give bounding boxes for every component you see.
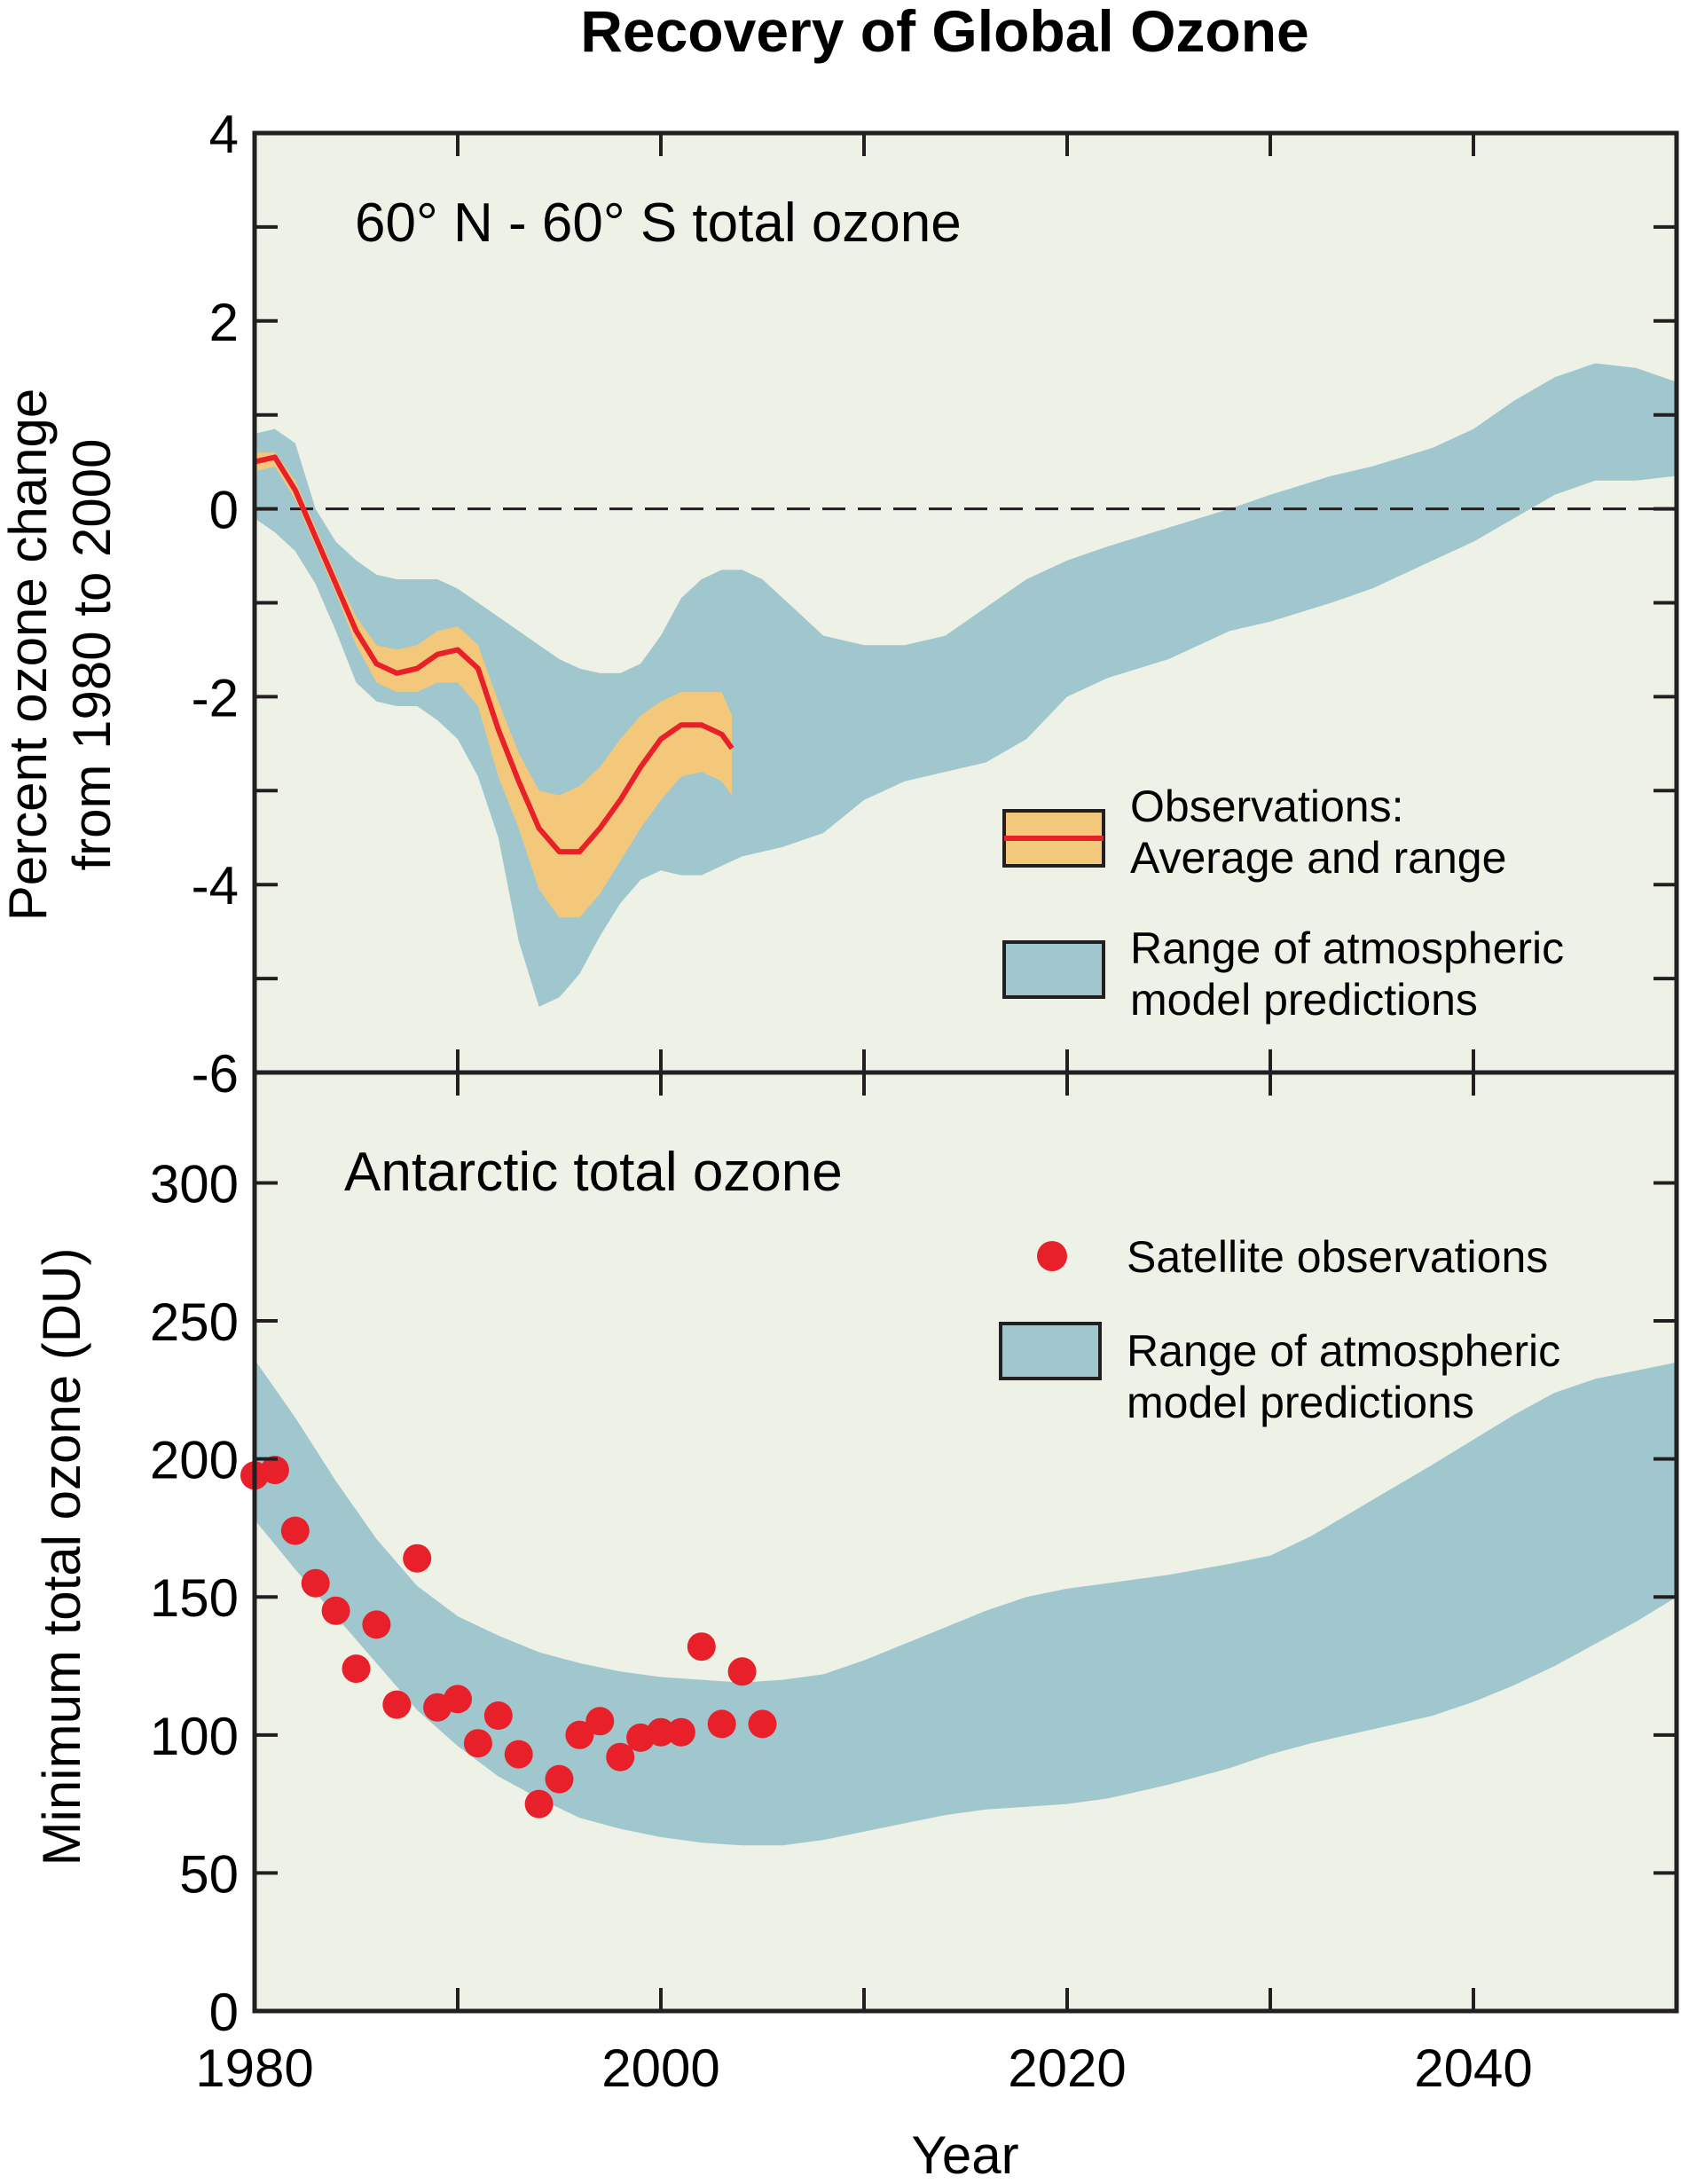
satellite-point (687, 1632, 716, 1662)
x-tick-label: 2040 (1414, 2039, 1532, 2098)
top-panel-plot (254, 363, 1677, 1007)
bottom-y-tick-label: 100 (150, 1707, 239, 1766)
bottom-panel-plot (240, 1359, 1677, 1846)
satellite-point (707, 1709, 736, 1739)
satellite-point (524, 1789, 554, 1819)
satellite-point (301, 1568, 330, 1598)
satellite-point (463, 1729, 492, 1758)
legend-swatch-observations (1002, 809, 1105, 868)
figure-title: Recovery of Global Ozone (580, 0, 1309, 64)
satellite-point (321, 1596, 350, 1625)
top-y-tick-label: 0 (209, 481, 239, 540)
top-y-tick-label: 2 (209, 293, 239, 352)
top-y-axis-label-line-1: Percent ozone change (0, 389, 58, 921)
bottom-y-tick-label: 250 (150, 1292, 239, 1352)
satellite-point (260, 1456, 289, 1485)
satellite-point (748, 1709, 777, 1739)
x-tick-label: 1980 (195, 2039, 313, 2098)
satellite-point (647, 1717, 675, 1747)
bottom-y-tick-label: 150 (150, 1568, 239, 1628)
top-y-axis-label-line-2: from 1980 to 2000 (62, 438, 122, 870)
satellite-point (585, 1707, 615, 1736)
satellite-point (606, 1742, 635, 1772)
legend-label-model-range-top-line-1: Range of atmospheric (1130, 923, 1564, 973)
satellite-point (504, 1740, 533, 1769)
bottom-legend: Satellite observations Range of atmosphe… (999, 1232, 1560, 1427)
legend-label-model-range-top-line-2: model predictions (1130, 975, 1478, 1025)
satellite-point (403, 1544, 432, 1573)
x-axis-label: Year (911, 2125, 1018, 2184)
bottom-y-tick-label: 200 (150, 1431, 239, 1490)
satellite-point (280, 1516, 310, 1545)
satellite-point (342, 1654, 371, 1684)
bottom-y-tick-label: 50 (179, 1844, 239, 1904)
x-tick-label: 2020 (1008, 2039, 1126, 2098)
top-y-tick-label: -4 (192, 856, 239, 915)
top-legend: Observations: Average and range Range of… (1002, 782, 1564, 1025)
top-panel-background (255, 133, 1677, 1072)
legend-marker-satellite (1037, 1241, 1067, 1271)
satellite-point (727, 1657, 757, 1686)
observation-range-band (255, 452, 733, 918)
top-panel-annotation: 60° N - 60° S total ozone (355, 192, 962, 254)
legend-label-observations-line-1: Observations: (1130, 782, 1403, 831)
legend-swatch-model-range-bottom (999, 1322, 1102, 1380)
satellite-point (362, 1610, 391, 1639)
top-y-tick-label: 4 (209, 105, 239, 164)
satellite-point (382, 1690, 412, 1719)
legend-label-observations-line-2: Average and range (1130, 833, 1506, 883)
bottom-y-tick-label: 0 (209, 1983, 239, 2042)
bottom-y-axis-label: Minimum total ozone (DU) (32, 1248, 91, 1866)
satellite-point (444, 1685, 472, 1714)
legend-label-model-range-bottom-line-2: model predictions (1127, 1378, 1474, 1427)
top-y-axis-label: Percent ozone change from 1980 to 2000 (0, 389, 122, 921)
legend-label-model-range-bottom-line-1: Range of atmospheric (1127, 1326, 1560, 1376)
observation-average-line (254, 454, 734, 855)
axis-ticks: 4 2 0 -2 -4 -6 0 50 100 150 200 250 300 1980 2000 2020 2… (150, 105, 1678, 2098)
x-tick-label: 2000 (601, 2039, 719, 2098)
satellite-point (666, 1717, 695, 1747)
satellite-point (483, 1701, 513, 1730)
satellite-point (565, 1720, 594, 1749)
bottom-panel-annotation: Antarctic total ozone (344, 1142, 843, 1203)
top-y-tick-label: -6 (192, 1044, 239, 1104)
legend-swatch-model-range-top (1002, 940, 1105, 999)
top-y-tick-label: -2 (192, 668, 239, 727)
satellite-point (545, 1764, 574, 1794)
bottom-y-tick-label: 300 (150, 1154, 239, 1214)
legend-label-satellite: Satellite observations (1127, 1232, 1548, 1282)
